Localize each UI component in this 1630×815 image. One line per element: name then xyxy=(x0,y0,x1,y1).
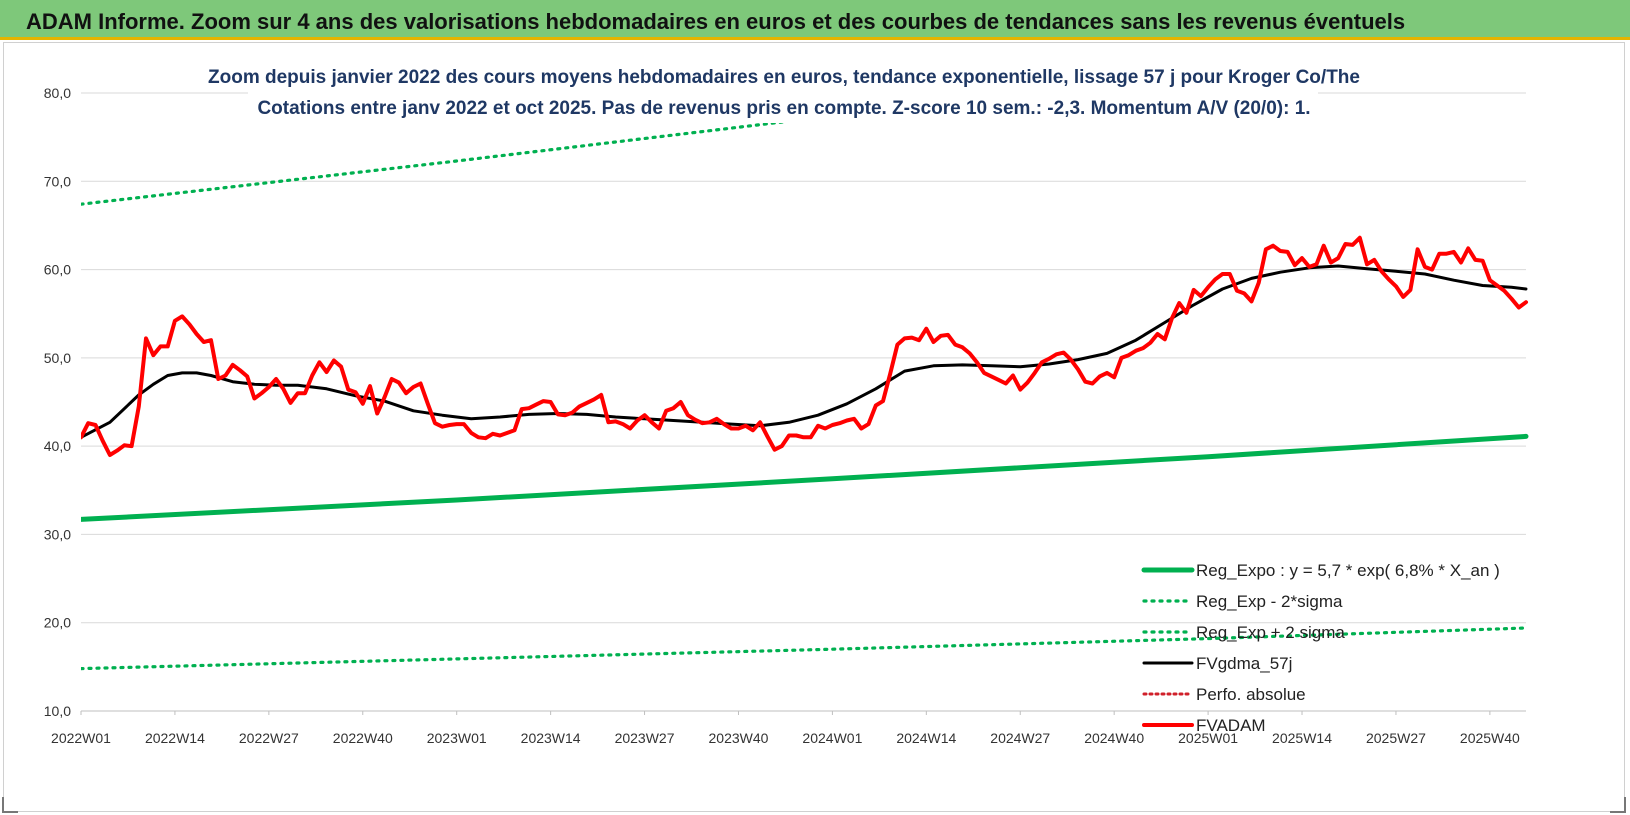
x-tick-label-14: 2025W27 xyxy=(1366,730,1426,746)
x-tick-label-12: 2025W01 xyxy=(1178,730,1238,746)
y-tick-label-4: 50,0 xyxy=(44,350,71,366)
x-tick-label-11: 2024W40 xyxy=(1084,730,1144,746)
x-tick-label-9: 2024W14 xyxy=(896,730,956,746)
x-tick-label-15: 2025W40 xyxy=(1460,730,1520,746)
legend-label-reg-exp-plus: Reg_Exp + 2 sigma xyxy=(1196,623,1345,642)
x-tick-label-1: 2022W14 xyxy=(145,730,205,746)
x-tick-label-8: 2024W01 xyxy=(802,730,862,746)
x-tick-label-7: 2023W40 xyxy=(709,730,769,746)
y-tick-label-3: 40,0 xyxy=(44,438,71,454)
resize-handle-right xyxy=(1610,797,1626,813)
legend-label-perfo: Perfo. absolue xyxy=(1196,685,1306,704)
x-tick-label-3: 2022W40 xyxy=(333,730,393,746)
series-line-reg-expo xyxy=(81,433,1529,522)
x-tick-label-13: 2025W14 xyxy=(1272,730,1332,746)
legend-label-reg-expo: Reg_Expo : y = 5,7 * exp( 6,8% * X_an ) xyxy=(1196,561,1500,580)
series-layer xyxy=(81,93,1529,671)
x-tick-label-10: 2024W27 xyxy=(990,730,1050,746)
y-tick-label-2: 30,0 xyxy=(44,526,71,542)
x-tick-label-0: 2022W01 xyxy=(51,730,111,746)
legend-label-fvgdma: FVgdma_57j xyxy=(1196,654,1292,673)
series-line-fvgdma xyxy=(81,264,1528,439)
y-tick-label-0: 10,0 xyxy=(44,703,71,719)
legend-label-reg-exp-minus: Reg_Exp - 2*sigma xyxy=(1196,592,1343,611)
legend-label-fvadam: FVADAM xyxy=(1196,716,1266,735)
chart-title-line2: Cotations entre janv 2022 et oct 2025. P… xyxy=(257,98,1310,119)
x-tick-label-4: 2023W01 xyxy=(427,730,487,746)
axis-layer: 10,0 20,0 30,0 40,0 50,0 60,0 70,0 80,0 2022W01 2… xyxy=(44,85,1526,746)
x-tick-label-6: 2023W27 xyxy=(615,730,675,746)
y-tick-label-6: 70,0 xyxy=(44,173,71,189)
banner-title: ADAM Informe. Zoom sur 4 ans des valoris… xyxy=(0,0,1630,40)
title-background xyxy=(248,55,1318,123)
chart-title-line1: Zoom depuis janvier 2022 des cours moyen… xyxy=(208,67,1360,88)
series-line-fvadam xyxy=(81,235,1528,457)
x-tick-label-5: 2023W14 xyxy=(521,730,581,746)
legend: Reg_Expo : y = 5,7 * exp( 6,8% * X_an ) R… xyxy=(1141,561,1500,735)
chart-svg: 10,0 20,0 30,0 40,0 50,0 60,0 70,0 80,0 2022W01 2… xyxy=(44,55,1529,746)
x-tick-label-2: 2022W27 xyxy=(239,730,299,746)
series-line-reg-exp-minus xyxy=(81,626,1528,671)
chart-title: Zoom depuis janvier 2022 des cours moyen… xyxy=(208,55,1360,123)
chart-frame: 10,0 20,0 30,0 40,0 50,0 60,0 70,0 80,0 2022W01 2… xyxy=(2,42,1626,813)
y-tick-label-7: 80,0 xyxy=(44,85,71,101)
grid-layer xyxy=(81,92,1526,712)
y-tick-label-1: 20,0 xyxy=(44,615,71,631)
y-tick-label-5: 60,0 xyxy=(44,262,71,278)
resize-handle-left xyxy=(2,797,18,813)
